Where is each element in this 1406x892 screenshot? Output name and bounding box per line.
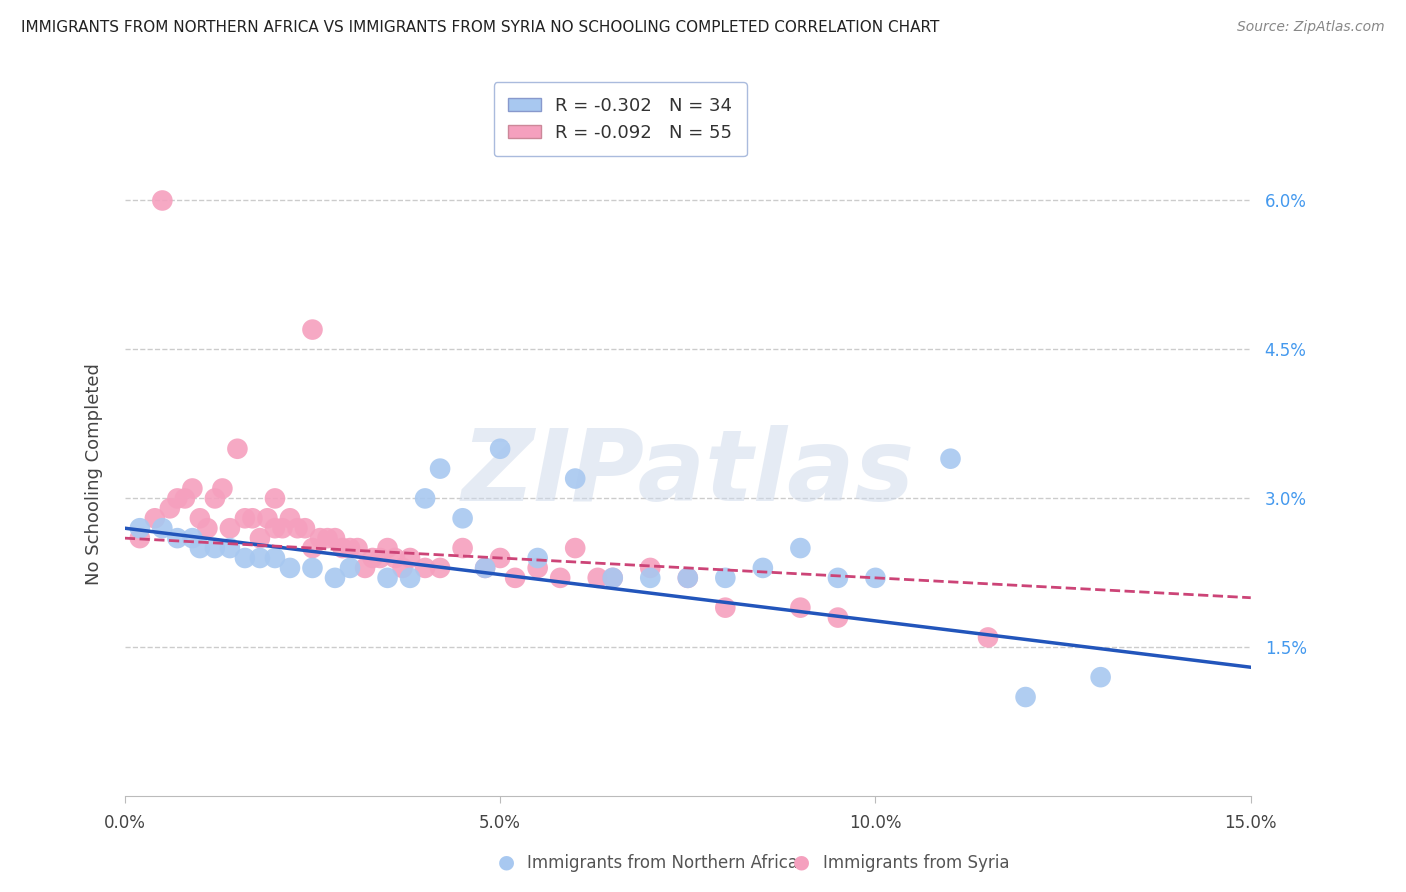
Point [271, 521, 294, 535]
Point [219, 541, 242, 555]
Point [602, 571, 624, 585]
Point [181, 482, 204, 496]
Point [249, 531, 271, 545]
Point [339, 561, 361, 575]
Point [789, 541, 811, 555]
Point [128, 521, 150, 535]
Point [219, 521, 242, 535]
Point [166, 491, 188, 506]
Point [827, 571, 849, 585]
Point [827, 610, 849, 624]
Point [346, 541, 368, 555]
Point [256, 511, 278, 525]
Point [564, 541, 586, 555]
Point [429, 461, 451, 475]
Point [287, 521, 309, 535]
Point [865, 571, 887, 585]
Point [150, 521, 173, 535]
Point [301, 322, 323, 336]
Point [233, 551, 256, 566]
Text: Immigrants from Northern Africa: Immigrants from Northern Africa [527, 855, 799, 872]
Point [586, 571, 609, 585]
Point [752, 561, 775, 575]
Point [204, 541, 226, 555]
Point [204, 491, 226, 506]
Point [413, 561, 436, 575]
Point [278, 561, 301, 575]
Point [377, 541, 399, 555]
Point [638, 561, 661, 575]
Point [278, 511, 301, 525]
Point [150, 194, 173, 208]
Point [323, 531, 346, 545]
Point [391, 561, 413, 575]
Point [159, 501, 181, 516]
Point [294, 521, 316, 535]
Point [249, 551, 271, 566]
Point [332, 541, 354, 555]
Point [323, 571, 346, 585]
Point [548, 571, 571, 585]
Point [413, 491, 436, 506]
Point [173, 491, 195, 506]
Point [316, 531, 339, 545]
Point [489, 551, 512, 566]
Legend: R = -0.302   N = 34, R = -0.092   N = 55: R = -0.302 N = 34, R = -0.092 N = 55 [494, 82, 747, 156]
Point [301, 541, 323, 555]
Text: Immigrants from Syria: Immigrants from Syria [823, 855, 1010, 872]
Point [977, 631, 1000, 645]
Point [474, 561, 496, 575]
Point [188, 511, 211, 525]
Point [264, 551, 287, 566]
Point [638, 571, 661, 585]
Point [143, 511, 166, 525]
Point [714, 571, 737, 585]
Point [789, 600, 811, 615]
Point [181, 531, 204, 545]
Point [339, 541, 361, 555]
Point [526, 561, 548, 575]
Text: ●: ● [498, 853, 515, 871]
Point [368, 551, 391, 566]
Point [242, 511, 264, 525]
Text: ZIPatlas: ZIPatlas [461, 425, 914, 522]
Point [676, 571, 699, 585]
Point [503, 571, 526, 585]
Point [429, 561, 451, 575]
Point [526, 551, 548, 566]
Point [166, 531, 188, 545]
Point [1090, 670, 1112, 684]
Point [474, 561, 496, 575]
Point [399, 551, 422, 566]
Point [451, 541, 474, 555]
Point [197, 521, 219, 535]
Point [1014, 690, 1036, 704]
Point [377, 571, 399, 585]
Point [233, 511, 256, 525]
Text: IMMIGRANTS FROM NORTHERN AFRICA VS IMMIGRANTS FROM SYRIA NO SCHOOLING COMPLETED : IMMIGRANTS FROM NORTHERN AFRICA VS IMMIG… [21, 20, 939, 35]
Point [384, 551, 406, 566]
Point [399, 571, 422, 585]
Point [264, 521, 287, 535]
Point [361, 551, 384, 566]
Y-axis label: No Schooling Completed: No Schooling Completed [86, 363, 103, 584]
Point [354, 561, 377, 575]
Point [489, 442, 512, 456]
Point [676, 571, 699, 585]
Point [188, 541, 211, 555]
Point [564, 471, 586, 485]
Point [939, 451, 962, 466]
Point [714, 600, 737, 615]
Point [602, 571, 624, 585]
Point [451, 511, 474, 525]
Text: ●: ● [793, 853, 810, 871]
Point [264, 491, 287, 506]
Point [128, 531, 150, 545]
Text: Source: ZipAtlas.com: Source: ZipAtlas.com [1237, 20, 1385, 34]
Point [309, 531, 332, 545]
Point [211, 482, 233, 496]
Point [226, 442, 249, 456]
Point [301, 561, 323, 575]
